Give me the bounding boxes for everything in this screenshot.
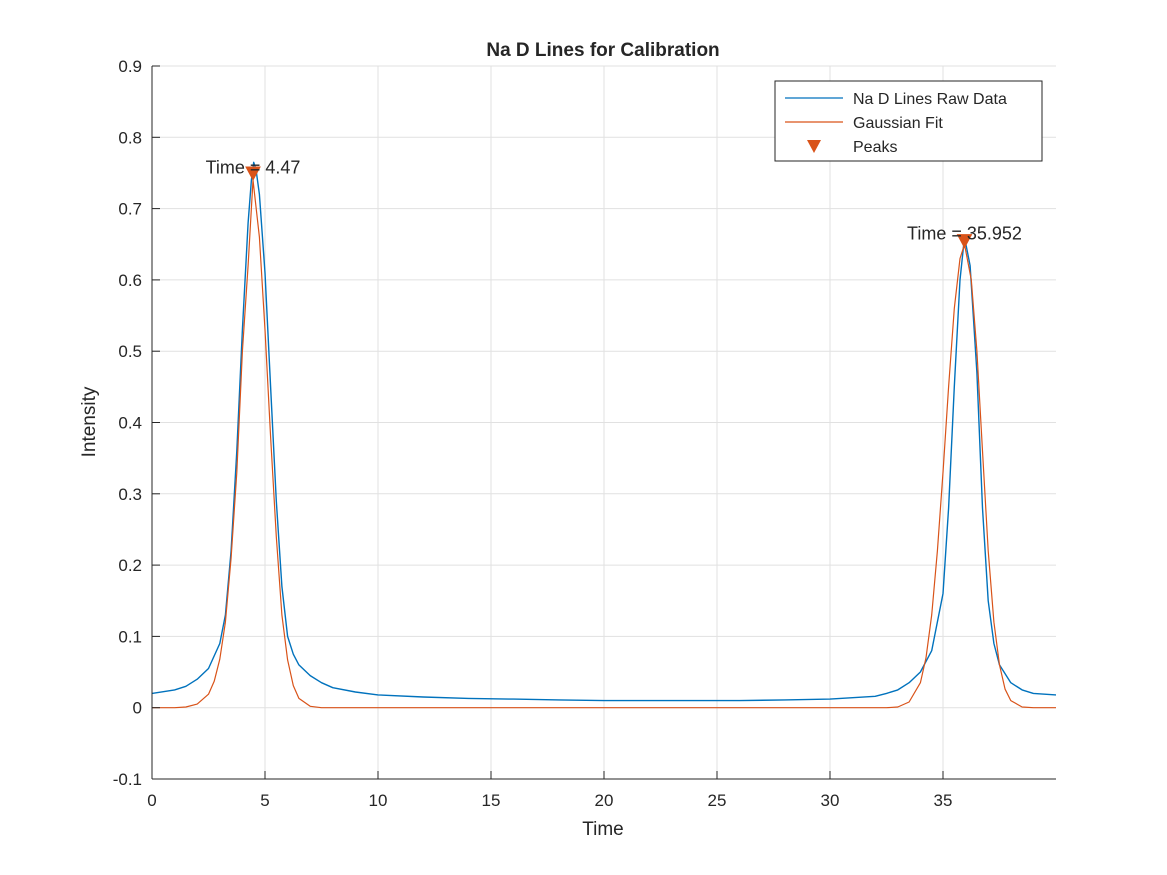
y-tick-label: 0.8 — [118, 128, 142, 147]
chart-title: Na D Lines for Calibration — [486, 40, 719, 61]
legend-box — [774, 80, 1043, 162]
peak-marker — [245, 166, 261, 182]
peak-annotations: Time = 4.47 Time = 35.952 — [206, 157, 1022, 243]
y-tick-label: 0.5 — [118, 342, 142, 361]
legend-entry-label: Gaussian Fit — [853, 115, 943, 132]
peak-annotation: Time = 35.952 — [907, 224, 1022, 244]
raw-data-line — [152, 161, 1056, 702]
legend-marker-sample — [807, 140, 821, 153]
x-tick-label: 20 — [595, 791, 614, 810]
x-tick-label: 25 — [708, 791, 727, 810]
y-tick-label: -0.1 — [113, 770, 142, 789]
gaussian-fit-line — [152, 179, 1056, 709]
legend: Na D Lines Raw Data Gaussian Fit Peaks — [774, 80, 1043, 162]
x-tick-label: 35 — [934, 791, 953, 810]
x-tick-label: 15 — [482, 791, 501, 810]
y-axis-label: Intensity — [79, 386, 100, 457]
y-tick-label: 0.2 — [118, 556, 142, 575]
y-tick-label: 0.4 — [118, 414, 142, 433]
y-tick-label: 0.3 — [118, 485, 142, 504]
y-tick-label: 0 — [133, 699, 142, 718]
legend-entry-label: Na D Lines Raw Data — [853, 91, 1007, 108]
x-axis-label: Time — [582, 819, 624, 840]
x-tick-label: 5 — [260, 791, 269, 810]
y-tick-label: 0.6 — [118, 271, 142, 290]
x-tick-label: 30 — [821, 791, 840, 810]
legend-entry-label: Peaks — [853, 139, 897, 156]
peak-marker — [956, 234, 973, 249]
y-tick-label: 0.7 — [118, 200, 142, 219]
axes: 0 5 10 15 20 25 30 35 -0.1 0 0.1 0.2 0.3 0.4 0.5 0.6 0.7… — [113, 57, 1056, 810]
peak-annotation: Time = 4.47 — [206, 157, 301, 177]
x-tick-label: 0 — [147, 791, 156, 810]
y-tick-label: 0.1 — [118, 627, 142, 646]
plot-area — [152, 161, 1056, 709]
x-tick-label: 10 — [369, 791, 388, 810]
y-tick-label: 0.9 — [118, 57, 142, 76]
